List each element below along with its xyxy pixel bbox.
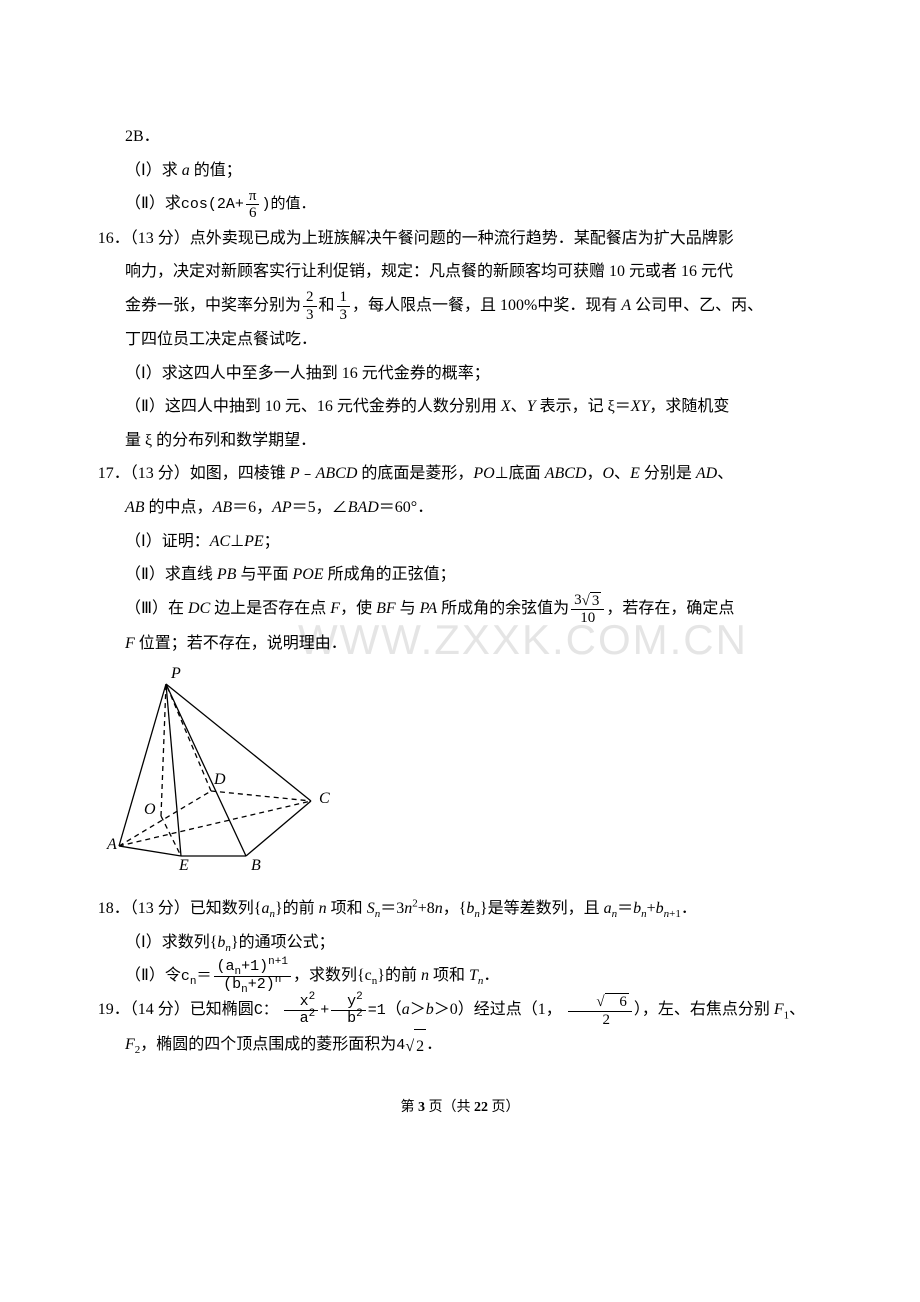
q17-p3: （Ⅲ）在 DC 边上是否存在点 F，使 BF 与 PA 所成角的余弦值为3√31… <box>85 592 835 627</box>
q17-figure: P D C O A E B <box>85 666 835 884</box>
q19: 19．（14 分）已知椭圆C： x2a2+y2b2=1（a＞b＞0）经过点（1，… <box>85 993 835 1063</box>
lead-part1: （Ⅰ）求 a 的值； <box>85 154 835 188</box>
q18-head: 18．（13 分）已知数列{an}的前 n 项和 Sn＝3n2+8n，{bn}是… <box>85 892 835 926</box>
label-O: O <box>144 801 156 818</box>
q18-p2: （Ⅱ）令cn＝ (an+1)n+1 (bn+2)n ，求数列{cn}的前 n 项… <box>85 959 835 993</box>
label-C: C <box>319 790 330 807</box>
q19-l2: F2，椭圆的四个顶点围成的菱形面积为4√2． <box>85 1028 835 1063</box>
q17-p2: （Ⅱ）求直线 PB 与平面 POE 所成角的正弦值； <box>85 558 835 592</box>
q18-p1: （Ⅰ）求数列{bn}的通项公式； <box>85 926 835 960</box>
q17-l2: AB 的中点，AB＝6，AP＝5，∠BAD＝60°． <box>85 491 835 525</box>
q19-head: 19．（14 分）已知椭圆C： x2a2+y2b2=1（a＞b＞0）经过点（1，… <box>85 993 835 1028</box>
label-P: P <box>170 666 181 682</box>
q16-p1: （Ⅰ）求这四人中至多一人抽到 16 元代金券的概率； <box>85 357 835 391</box>
q17-p3b: F 位置；若不存在，说明理由． <box>85 627 835 661</box>
q16-p2a: （Ⅱ）这四人中抽到 10 元、16 元代金券的人数分别用 X、Y 表示，记 ξ＝… <box>85 390 835 424</box>
lead-line1: 2B． <box>85 120 835 154</box>
q17-head: 17．（13 分）如图，四棱锥 P﹣ABCD 的底面是菱形，PO⊥底面 ABCD… <box>85 457 835 491</box>
q16-head: 16．（13 分）点外卖现已成为上班族解决午餐问题的一种流行趋势．某配餐店为扩大… <box>85 222 835 256</box>
q16-p2b: 量 ξ 的分布列和数学期望． <box>85 424 835 458</box>
label-D: D <box>213 771 226 788</box>
q18: 18．（13 分）已知数列{an}的前 n 项和 Sn＝3n2+8n，{bn}是… <box>85 892 835 994</box>
q16-l3: 金券一张，中奖率分别为23和13，每人限点一餐，且 100%中奖．现有 A 公司… <box>85 289 835 323</box>
q17: 17．（13 分）如图，四棱锥 P﹣ABCD 的底面是菱形，PO⊥底面 ABCD… <box>85 457 835 884</box>
content: 2B． （Ⅰ）求 a 的值； （Ⅱ）求cos(2A+π6)的值． 16．（13 … <box>85 120 835 1123</box>
label-E: E <box>178 857 189 871</box>
label-B: B <box>251 857 261 871</box>
page-footer: 第 3 页（共 22 页） <box>85 1093 835 1122</box>
q17-p1: （Ⅰ）证明：AC⊥PE； <box>85 525 835 559</box>
q16-l4: 丁四位员工决定点餐试吃． <box>85 323 835 357</box>
lead-part2: （Ⅱ）求cos(2A+π6)的值． <box>85 187 835 221</box>
q16: 16．（13 分）点外卖现已成为上班族解决午餐问题的一种流行趋势．某配餐店为扩大… <box>85 222 835 458</box>
q16-l2: 响力，决定对新顾客实行让利促销，规定：凡点餐的新顾客均可获赠 10 元或者 16… <box>85 255 835 289</box>
label-A: A <box>106 836 117 853</box>
